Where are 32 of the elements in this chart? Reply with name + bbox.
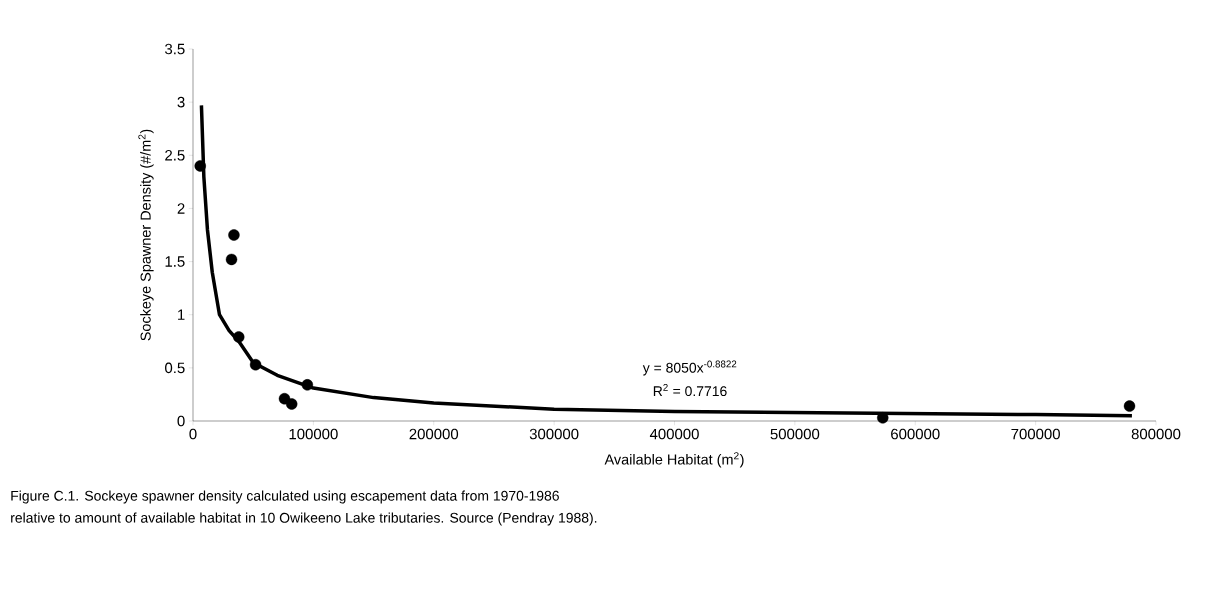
x-axis-title: Available Habitat (m$^{2}$) bbox=[604, 452, 744, 468]
point bbox=[233, 331, 245, 343]
y-tick-label: 0 bbox=[177, 415, 185, 427]
point bbox=[228, 229, 240, 241]
point bbox=[194, 160, 206, 172]
x-tick-label: 800000 bbox=[1131, 428, 1181, 440]
x-tick-label: 400000 bbox=[649, 428, 699, 440]
y-tick-label: 0.5 bbox=[165, 362, 185, 374]
y-tick-label: 1 bbox=[178, 309, 185, 320]
x-tick-label: 300000 bbox=[529, 428, 579, 440]
x-tick-label: 600000 bbox=[891, 428, 940, 440]
y-tick-label: 2 bbox=[177, 203, 185, 214]
point bbox=[1123, 400, 1136, 412]
x-tick-label: 0 bbox=[189, 428, 197, 440]
point bbox=[286, 398, 298, 410]
annotation: y = 8050x$^{-0.8822}$ bbox=[642, 360, 737, 376]
point bbox=[301, 379, 314, 391]
point bbox=[877, 412, 889, 424]
annotation: R$^{2}$ = 0.7716 bbox=[653, 383, 727, 397]
text: Figure C.1. Sockeye spawner density calculated using escapement data from 1970-1986 bbox=[11, 490, 559, 504]
x-tick-label: 500000 bbox=[770, 428, 820, 440]
text: relative to amount of available habitat in 10 Owikeeno Lake tributaries. Source (Pendray 1988). bbox=[11, 512, 597, 526]
x-tick-label: 700000 bbox=[1011, 428, 1060, 440]
x-tick-label: 200000 bbox=[409, 428, 459, 440]
x-tick-label: 100000 bbox=[289, 428, 338, 440]
y-tick-label: 1.5 bbox=[165, 256, 185, 267]
y-tick-label: 3 bbox=[177, 96, 185, 108]
y-axis-title: Sockeye Spawner Density (#/m$^{2}$) bbox=[138, 129, 154, 341]
y-tick-label: 3.5 bbox=[165, 43, 185, 55]
point bbox=[249, 358, 262, 371]
y-tick-label: 2.5 bbox=[165, 149, 185, 161]
point bbox=[225, 253, 238, 266]
